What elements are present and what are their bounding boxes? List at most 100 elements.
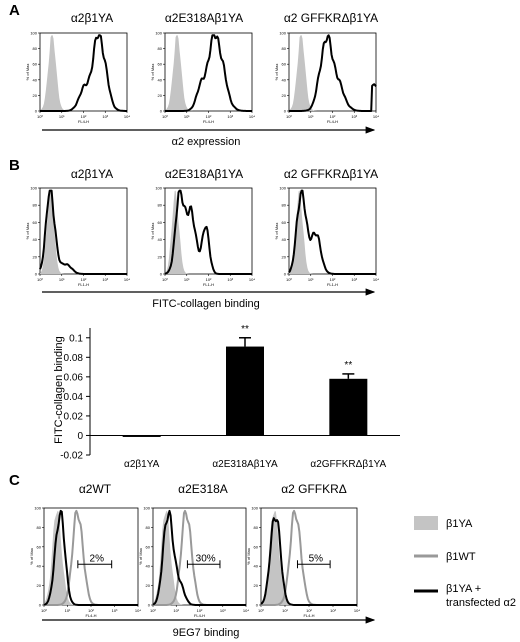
y-axis-label: % of Max <box>150 64 155 81</box>
y-axis-label: % of Max <box>29 548 34 565</box>
y-axis-label: % of Max <box>274 64 279 81</box>
x-tick-label: 10² <box>206 277 212 282</box>
legend-label-b1ya: β1YA <box>446 518 473 530</box>
gate-percent-label: 2% <box>90 553 105 564</box>
x-tick-label: 10⁴ <box>249 277 255 282</box>
isotype-histogram-fill <box>40 35 127 111</box>
y-tick-label: 20 <box>33 254 38 259</box>
panel-b-histogram-3: 0 20 40 60 80 100 10⁰ 10¹ 10² 10³ 10⁴ % of Max FL1-H <box>274 186 379 288</box>
collagen-histogram-line <box>39 189 127 275</box>
flow-histograms: 0 20 40 60 80 100 10⁰ 10¹ 10² 10³ 10⁴ % of Max FL4-H… <box>25 31 379 619</box>
bar-y-tick-label: 0.08 <box>64 353 84 364</box>
bar-chart: 0.1 0.08 0.06 0.04 0.02 0 -0.02 α2β1YA ** α2E318A… <box>60 324 400 470</box>
control-histogram-fill <box>40 190 127 274</box>
y-tick-label: 100 <box>30 186 37 191</box>
panel-b-xlabel: FITC-collagen binding <box>152 298 260 310</box>
x-tick-label: 10⁰ <box>37 114 43 119</box>
y-tick-label: 0 <box>160 272 163 277</box>
transfected-histogram-line <box>43 509 138 606</box>
control-histogram-fill <box>165 190 252 274</box>
y-axis-label: % of Max <box>25 223 30 240</box>
x-tick-label: 10³ <box>102 114 108 119</box>
panel-c-title-1: α2WT <box>79 482 112 496</box>
legend-swatch-b1ya <box>414 516 438 530</box>
x-axis-label: FL4-H <box>303 613 314 618</box>
panel-b-title-3: α2 GFFKRΔβ1YA <box>284 167 378 181</box>
panel-a-title-1: α2β1YA <box>71 11 113 25</box>
panel-a-histogram-1: 0 20 40 60 80 100 10⁰ 10¹ 10² 10³ 10⁴ % of Max FL4-H <box>25 31 130 125</box>
panel-a-histogram-2: 0 20 40 60 80 100 10⁰ 10¹ 10² 10³ 10⁴ % of Max FL4-H <box>150 31 255 125</box>
b1ya-histogram-fill <box>261 510 357 605</box>
x-tick-label: 10⁴ <box>354 608 360 613</box>
y-tick-label: 80 <box>282 46 287 51</box>
legend-label-b1wt: β1WT <box>446 551 476 563</box>
x-tick-label: 10⁴ <box>249 114 255 119</box>
y-tick-label: 100 <box>279 31 286 36</box>
x-tick-label: 10¹ <box>308 114 314 119</box>
y-tick-label: 40 <box>158 77 163 82</box>
collagen-histogram-line <box>164 189 252 275</box>
x-tick-label: 10³ <box>102 277 108 282</box>
y-tick-label: 100 <box>279 186 286 191</box>
x-tick-label: 10² <box>81 277 87 282</box>
y-tick-label: 20 <box>282 254 287 259</box>
panel-a-title-2: α2E318Aβ1YA <box>165 11 243 25</box>
y-tick-label: 100 <box>251 506 258 511</box>
y-tick-label: 40 <box>282 77 287 82</box>
y-tick-label: 60 <box>158 62 163 67</box>
significance-marker: ** <box>344 360 352 371</box>
y-tick-label: 80 <box>254 525 259 530</box>
x-tick-label: 10² <box>197 608 203 613</box>
bar-category-label: α2β1YA <box>124 459 160 470</box>
y-tick-label: 80 <box>33 46 38 51</box>
x-axis-label: FL1-H <box>327 282 338 287</box>
panel-c-histogram-1: 0 20 40 60 80 100 10⁰ 10¹ 10² 10³ 10⁴ % of Max FL4-H… <box>29 506 141 619</box>
y-tick-label: 100 <box>155 31 162 36</box>
y-tick-label: 100 <box>155 186 162 191</box>
x-axis-label: FL4-H <box>327 119 338 124</box>
x-tick-label: 10⁰ <box>286 114 292 119</box>
bar-y-tick-label: 0.1 <box>69 333 83 344</box>
y-tick-label: 20 <box>282 93 287 98</box>
y-tick-label: 60 <box>33 220 38 225</box>
y-tick-label: 100 <box>34 506 41 511</box>
y-tick-label: 40 <box>37 564 42 569</box>
x-axis-label: FL1-H <box>78 282 89 287</box>
y-tick-label: 60 <box>158 220 163 225</box>
y-tick-label: 80 <box>33 203 38 208</box>
x-tick-label: 10⁰ <box>162 114 168 119</box>
x-tick-label: 10⁴ <box>124 277 130 282</box>
y-tick-label: 20 <box>254 583 259 588</box>
x-tick-label: 10⁰ <box>286 277 292 282</box>
x-tick-label: 10² <box>330 114 336 119</box>
x-tick-label: 10³ <box>227 277 233 282</box>
y-tick-label: 40 <box>254 564 259 569</box>
y-tick-label: 0 <box>284 272 287 277</box>
x-axis-label: FL4-H <box>203 119 214 124</box>
x-tick-label: 10¹ <box>59 277 65 282</box>
x-tick-label: 10³ <box>330 608 336 613</box>
transfected-histogram-line <box>152 509 246 606</box>
b1ya-histogram-fill <box>153 510 246 605</box>
panel-a-title-3: α2 GFFKRΔβ1YA <box>284 11 378 25</box>
x-tick-label: 10³ <box>227 114 233 119</box>
y-tick-label: 0 <box>39 603 42 608</box>
y-tick-label: 20 <box>146 583 151 588</box>
x-axis-label: FL4-H <box>85 613 96 618</box>
y-tick-label: 80 <box>146 525 151 530</box>
x-tick-label: 10² <box>306 608 312 613</box>
x-tick-label: 10⁴ <box>373 277 379 282</box>
y-tick-label: 20 <box>158 254 163 259</box>
bar-y-tick-label: 0.04 <box>64 392 84 403</box>
bar-1 <box>122 435 161 437</box>
y-tick-label: 80 <box>158 46 163 51</box>
y-tick-label: 60 <box>146 544 151 549</box>
isotype-histogram-fill <box>289 35 376 111</box>
x-tick-label: 10⁴ <box>124 114 130 119</box>
x-tick-label: 10² <box>88 608 94 613</box>
bar-2 <box>226 346 264 436</box>
panel-b-title-1: α2β1YA <box>71 167 113 181</box>
y-tick-label: 20 <box>158 93 163 98</box>
x-tick-label: 10² <box>206 114 212 119</box>
